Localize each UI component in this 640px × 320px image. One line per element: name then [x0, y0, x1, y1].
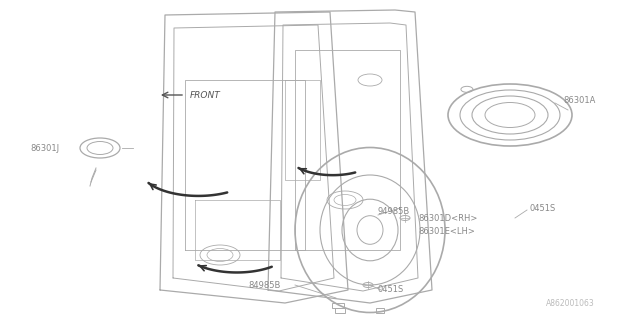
Text: 84985B: 84985B: [248, 281, 280, 290]
Text: FRONT: FRONT: [190, 91, 221, 100]
Text: 86301E<LH>: 86301E<LH>: [418, 228, 475, 236]
Text: 0451S: 0451S: [530, 204, 556, 212]
Text: 86301D<RH>: 86301D<RH>: [418, 213, 477, 222]
Bar: [335, 308, 345, 313]
Text: 0451S: 0451S: [378, 285, 404, 294]
Bar: [332, 303, 344, 308]
Text: A862001063: A862001063: [547, 299, 595, 308]
Text: 86301J: 86301J: [30, 143, 59, 153]
Bar: [376, 308, 384, 313]
Text: 86301A: 86301A: [563, 95, 595, 105]
Text: 94985B: 94985B: [378, 207, 410, 217]
